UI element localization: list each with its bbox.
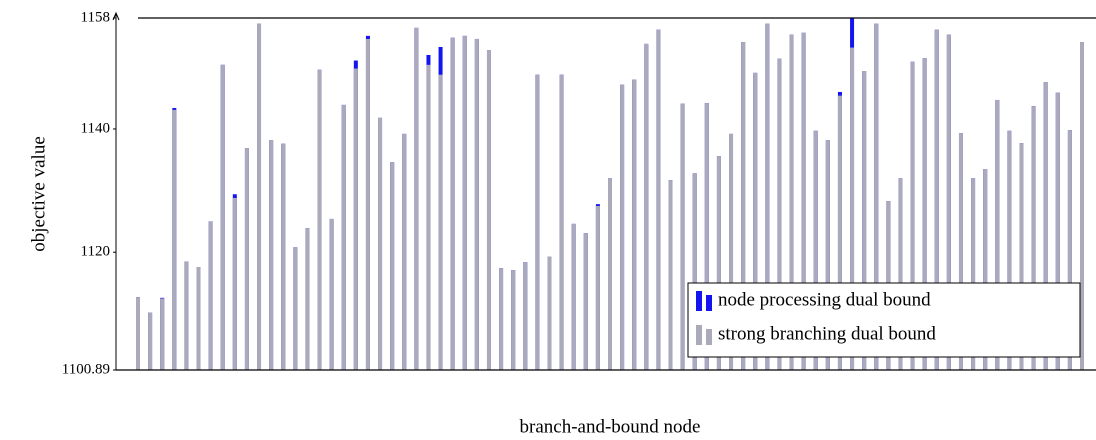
bar — [499, 268, 504, 370]
bar — [1055, 92, 1060, 370]
y-tick-label: 1120 — [81, 244, 110, 260]
bar — [583, 233, 588, 370]
bar — [329, 218, 334, 370]
legend-label: strong branching dual bound — [718, 323, 936, 344]
bar — [559, 74, 564, 371]
bar — [353, 68, 358, 370]
bar — [777, 58, 782, 371]
bar — [390, 162, 395, 370]
bar — [486, 50, 491, 371]
bar — [862, 71, 867, 371]
bar — [1007, 130, 1012, 370]
bar — [511, 270, 516, 370]
y-tick-label: 1100.89 — [62, 361, 110, 377]
bar — [365, 38, 370, 370]
bar — [692, 173, 697, 370]
bar — [305, 228, 310, 370]
bar — [196, 267, 201, 370]
legend-box — [687, 282, 1081, 358]
legend-swatch — [706, 295, 712, 311]
bar — [1080, 42, 1084, 371]
bar — [958, 133, 963, 370]
bar — [184, 261, 189, 370]
bar — [1043, 82, 1048, 370]
bar — [620, 84, 625, 370]
bar — [148, 312, 153, 370]
bar — [910, 61, 915, 370]
bar — [414, 27, 419, 371]
bar — [874, 23, 879, 371]
bar — [741, 42, 746, 371]
y-axis-label: objective value — [28, 136, 49, 252]
bar — [668, 180, 673, 370]
bar — [995, 99, 1000, 371]
bar — [523, 262, 528, 370]
bar — [402, 133, 407, 370]
bar — [317, 69, 322, 370]
bar — [595, 205, 600, 370]
legend: node processing dual bound strong branchi… — [687, 282, 1081, 358]
bar — [136, 297, 140, 370]
bar — [208, 221, 213, 370]
legend-label: node processing dual bound — [718, 289, 931, 310]
bar — [934, 29, 939, 371]
bar — [704, 103, 709, 370]
bar — [438, 74, 443, 371]
bar — [656, 29, 661, 371]
legend-swatch — [696, 291, 702, 311]
bar — [547, 256, 552, 370]
bar — [837, 95, 842, 371]
bar — [535, 74, 540, 371]
bar — [293, 247, 298, 370]
bar — [1031, 106, 1036, 371]
bar — [753, 72, 758, 371]
bar — [898, 178, 903, 370]
bar — [1067, 130, 1072, 370]
bar — [450, 37, 455, 371]
bar — [946, 34, 951, 370]
bar — [281, 143, 286, 370]
bar — [765, 23, 770, 371]
bar — [922, 58, 927, 370]
bar — [971, 178, 976, 370]
bar — [571, 223, 576, 370]
bar — [825, 140, 830, 370]
y-tick-label: 1140 — [81, 120, 110, 136]
x-axis-label: branch-and-bound node — [520, 416, 701, 437]
bar — [160, 298, 165, 370]
bar — [244, 148, 249, 370]
bar — [462, 35, 467, 371]
bar — [232, 197, 237, 370]
bar — [172, 109, 177, 371]
bar — [474, 38, 479, 370]
bar — [983, 169, 988, 370]
bar — [426, 64, 431, 371]
bar — [632, 79, 637, 370]
bar — [220, 64, 225, 371]
legend-swatch — [706, 329, 712, 345]
bar — [801, 32, 806, 370]
legend-swatch — [696, 325, 702, 345]
bar — [850, 47, 855, 370]
bar — [341, 104, 346, 370]
bar — [716, 156, 721, 370]
bar — [789, 34, 794, 370]
bar — [378, 117, 383, 370]
bar — [680, 103, 685, 370]
bar — [644, 43, 649, 370]
bar — [257, 23, 262, 371]
bar — [269, 140, 274, 370]
bar — [1019, 143, 1024, 370]
bar — [813, 130, 818, 370]
y-tick-label: 1158 — [81, 9, 110, 25]
bar — [608, 178, 612, 370]
bar — [729, 133, 734, 370]
